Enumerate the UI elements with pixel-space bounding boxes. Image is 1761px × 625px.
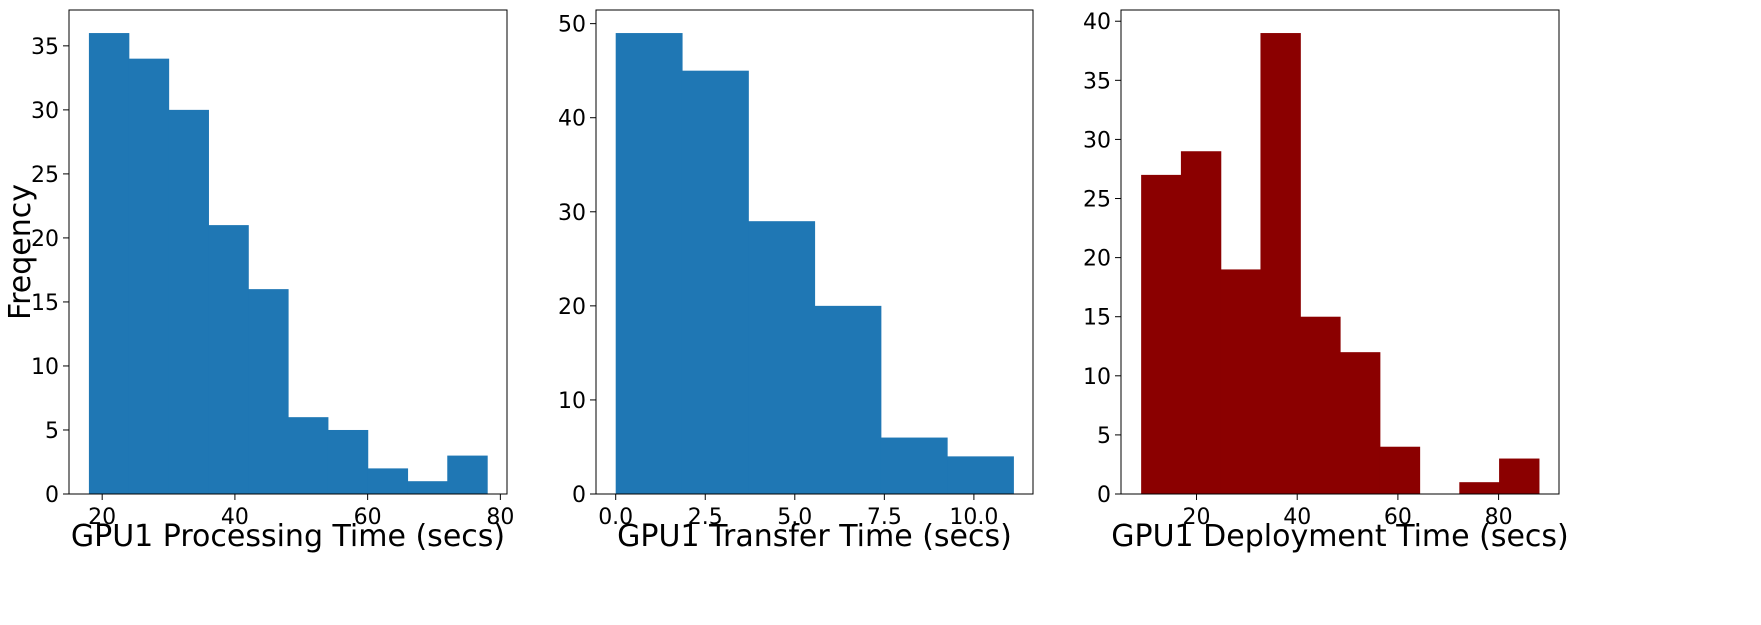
histogram-bar-transfer xyxy=(681,70,749,495)
histogram-bar-deployment xyxy=(1459,482,1500,494)
x-ticks-processing: 20 40 60 80 xyxy=(88,494,514,530)
x-tick-label: 2.5 xyxy=(688,505,723,530)
histogram-bar-processing xyxy=(88,33,130,495)
y-tick-label: 15 xyxy=(1083,306,1111,331)
y-ticks-processing: 0 5 10 15 20 25 30 35 xyxy=(31,35,69,508)
bars-transfer xyxy=(615,33,1014,495)
histogram-bar-deployment xyxy=(1220,269,1262,494)
y-tick-label: 0 xyxy=(1097,483,1111,508)
histogram-bar-transfer xyxy=(947,456,1014,494)
y-axis-label: Freqency xyxy=(3,184,38,320)
plot-frame-transfer xyxy=(595,9,1034,495)
x-tick-label: 0.0 xyxy=(598,505,633,530)
y-tick-label: 20 xyxy=(558,295,586,320)
y-tick-label: 20 xyxy=(1083,247,1111,272)
x-tick-label: 10.0 xyxy=(949,505,998,530)
x-tick-label: 40 xyxy=(221,505,249,530)
y-tick-label: 15 xyxy=(31,291,59,316)
y-tick-label: 50 xyxy=(558,13,586,38)
histogram-bar-deployment xyxy=(1300,316,1341,494)
histogram-bar-transfer xyxy=(880,437,948,494)
x-tick-label: 80 xyxy=(1485,505,1513,530)
histogram-bar-processing xyxy=(208,225,249,495)
panel-deployment-time: 0 5 10 15 20 25 30 35 40 20 40 60 80 GPU1 Deploymen… xyxy=(1083,9,1569,554)
y-tick-label: 0 xyxy=(572,483,586,508)
y-tick-label: 25 xyxy=(1083,188,1111,213)
histogram-bar-processing xyxy=(128,58,170,494)
x-tick-label: 60 xyxy=(354,505,382,530)
plot-frame-deployment xyxy=(1120,9,1560,495)
x-tick-label: 60 xyxy=(1384,505,1412,530)
histogram-bar-processing xyxy=(367,468,409,494)
y-ticks-transfer: 0 10 20 30 40 50 xyxy=(558,13,596,508)
bars-deployment xyxy=(1141,33,1540,495)
histogram-bar-deployment xyxy=(1379,446,1421,494)
x-axis-label-deployment: GPU1 Deployment Time (secs) xyxy=(1111,519,1569,554)
y-tick-label: 5 xyxy=(45,419,59,444)
y-tick-label: 5 xyxy=(1097,424,1111,449)
x-ticks-deployment: 20 40 60 80 xyxy=(1183,494,1513,530)
y-tick-label: 10 xyxy=(1083,365,1111,390)
bars-processing xyxy=(88,33,488,495)
y-tick-label: 35 xyxy=(31,35,59,60)
x-ticks-transfer: 0.0 2.5 5.0 7.5 10.0 xyxy=(598,494,998,530)
histogram-bar-deployment xyxy=(1260,33,1301,495)
x-tick-label: 5.0 xyxy=(777,505,812,530)
histogram-bar-processing xyxy=(248,289,289,494)
y-tick-label: 25 xyxy=(31,163,59,188)
histogram-bar-deployment xyxy=(1180,151,1222,495)
histogram-bar-deployment xyxy=(1499,458,1540,494)
y-tick-label: 30 xyxy=(1083,128,1111,153)
histogram-bar-deployment xyxy=(1340,352,1381,494)
y-ticks-deployment: 0 5 10 15 20 25 30 35 40 xyxy=(1083,10,1121,508)
panel-processing-time: 0 5 10 15 20 25 30 35 20 40 60 80 GPU1 Processing … xyxy=(3,9,514,554)
x-tick-label: 7.5 xyxy=(867,505,902,530)
x-tick-label: 40 xyxy=(1283,505,1311,530)
histogram-bar-processing xyxy=(288,417,329,494)
x-tick-label: 20 xyxy=(88,505,116,530)
x-axis-label-transfer: GPU1 Transfer Time (secs) xyxy=(617,519,1012,554)
histogram-bar-processing xyxy=(327,429,369,494)
y-tick-label: 10 xyxy=(558,389,586,414)
x-axis-label-processing: GPU1 Processing Time (secs) xyxy=(71,519,505,554)
y-tick-label: 40 xyxy=(558,107,586,132)
y-tick-label: 30 xyxy=(31,99,59,124)
histogram-bar-transfer xyxy=(615,33,683,495)
panel-transfer-time: 0 10 20 30 40 50 0.0 2.5 5.0 7.5 10.0 GPU1 Transf… xyxy=(558,9,1034,554)
histogram-bar-processing xyxy=(447,455,488,494)
histogram-bar-processing xyxy=(168,109,209,495)
histogram-bar-transfer xyxy=(814,305,882,494)
y-tick-label: 40 xyxy=(1083,10,1111,35)
x-tick-label: 20 xyxy=(1183,505,1211,530)
y-tick-label: 30 xyxy=(558,201,586,226)
x-tick-label: 80 xyxy=(486,505,514,530)
y-tick-label: 35 xyxy=(1083,69,1111,94)
histogram-bar-transfer xyxy=(748,221,816,494)
histogram-bar-processing xyxy=(407,481,448,494)
y-tick-label: 0 xyxy=(45,483,59,508)
histogram-bar-deployment xyxy=(1141,174,1182,494)
y-tick-label: 10 xyxy=(31,355,59,380)
plot-frame-processing xyxy=(68,9,508,495)
y-tick-label: 20 xyxy=(31,227,59,252)
